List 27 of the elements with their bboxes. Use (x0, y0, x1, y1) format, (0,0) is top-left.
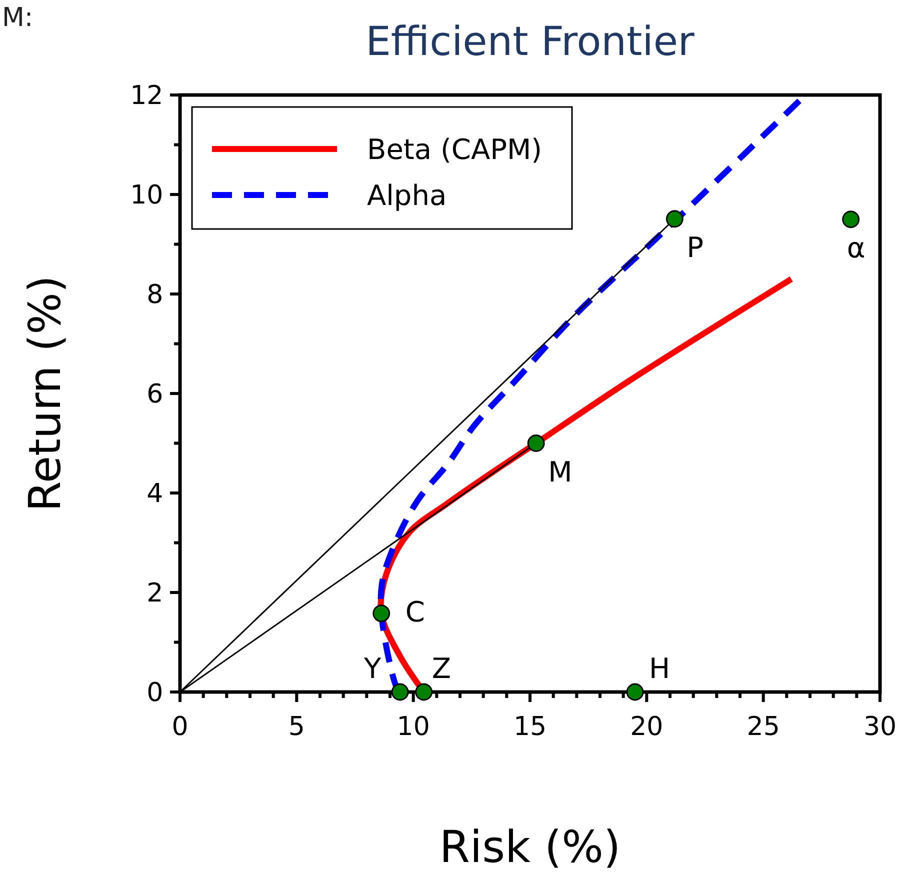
legend-label: Beta (CAPM) (367, 133, 542, 166)
y-tick-label: 10 (130, 180, 164, 211)
y-tick-label: 8 (146, 280, 164, 310)
y-tick-label: 2 (146, 578, 164, 609)
x-axis-title: Risk (%) (439, 822, 621, 873)
annotation: H (649, 652, 670, 685)
x-tick-label: 0 (172, 712, 188, 742)
annotation: C (405, 595, 425, 628)
annotation: Z (432, 652, 452, 685)
chart-title: Efficient Frontier (366, 19, 695, 65)
x-tick-label: 5 (288, 712, 305, 742)
y-tick-label: 0 (146, 678, 164, 708)
y-tick-label: 6 (146, 380, 164, 410)
text: M: (2, 3, 34, 33)
x-tick-label: 15 (513, 712, 547, 742)
x-tick-label: 25 (746, 712, 780, 742)
y-tick-label: 4 (146, 479, 164, 510)
x-tick-label: 20 (630, 712, 664, 742)
x-tick-label: 30 (863, 712, 897, 742)
y-tick-label: 12 (130, 81, 164, 112)
x-tick-label: 10 (396, 712, 430, 742)
annotation: P (686, 230, 704, 264)
annotation: Y (363, 652, 382, 685)
annotation: M (548, 455, 572, 488)
y-axis-title: Return (%) (20, 275, 71, 512)
legend-label: Alpha (367, 179, 447, 212)
annotation: α (846, 231, 866, 264)
